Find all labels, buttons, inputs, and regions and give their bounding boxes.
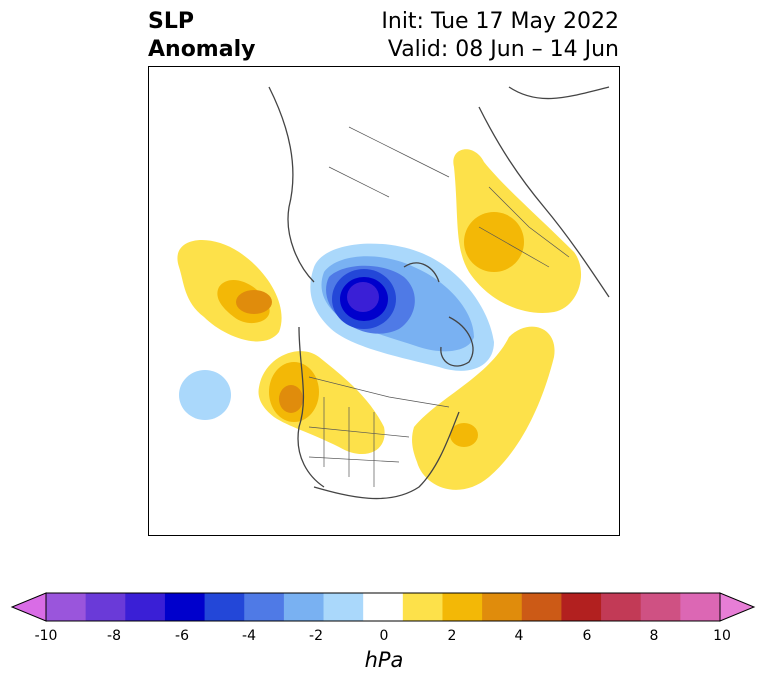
colorbar-bin (482, 593, 523, 621)
colorbar-tick-label: -6 (175, 628, 189, 644)
colorbar-outline (45, 592, 721, 622)
colorbar-tick-label: 4 (514, 628, 524, 644)
border (328, 166, 390, 198)
anomaly-contour-pacific (236, 290, 272, 314)
polar-stereographic-map (148, 66, 620, 536)
colorbar-bin (323, 593, 364, 621)
colorbar-extend-max (719, 592, 756, 622)
colorbar-unit: hPa (364, 648, 404, 672)
coastline (313, 411, 460, 500)
colorbar-bin (46, 593, 87, 621)
colorbar (10, 592, 756, 622)
anomaly-contour-west-coast (279, 385, 303, 413)
colorbar-tick-label: 8 (649, 628, 659, 644)
coastlines (268, 86, 610, 500)
colorbar-tick-label: -4 (242, 628, 256, 644)
coastline (403, 262, 440, 283)
coastline (297, 326, 325, 488)
colorbar-bin (640, 593, 681, 621)
colorbar-tick-label: 2 (447, 628, 457, 644)
colorbar-bin (363, 593, 404, 621)
border (348, 126, 450, 178)
title-variable-sub: Anomaly (148, 37, 256, 62)
valid-range: Valid: 08 Jun – 14 Jun (387, 37, 619, 62)
colorbar-bin (244, 593, 285, 621)
colorbar-tick-label: -8 (107, 628, 121, 644)
anomaly-contour-atlantic (450, 423, 478, 447)
colorbar-bin (442, 593, 483, 621)
map-title: SLP Anomaly (148, 8, 255, 64)
colorbar-tick-label: 10 (713, 628, 731, 644)
colorbar-bin (601, 593, 642, 621)
anomaly-map-svg (177, 86, 610, 500)
border (308, 376, 450, 408)
init-date: Init: Tue 17 May 2022 (381, 9, 619, 34)
political-borders (308, 126, 570, 487)
colorbar-tick-label: -2 (309, 628, 323, 644)
map-dates: Init: Tue 17 May 2022 Valid: 08 Jun – 14… (381, 8, 619, 64)
colorbar-bin (680, 593, 721, 621)
coastline (268, 86, 315, 283)
colorbar-tick-label: -10 (34, 628, 58, 644)
border (308, 456, 400, 463)
colorbar-bin (164, 593, 206, 621)
coastline (440, 316, 474, 367)
colorbar-extend-min (10, 592, 47, 622)
colorbar-bin (521, 593, 562, 621)
colorbar-bin (125, 593, 166, 621)
colorbar-tick-label: 0 (379, 628, 389, 644)
border (488, 186, 570, 258)
colorbar-bin (283, 593, 325, 621)
anomaly-contour-atlantic (412, 326, 555, 490)
anomaly-contour-arctic (347, 282, 379, 312)
colorbar-bin (204, 593, 245, 621)
colorbar-bin (402, 593, 443, 621)
negative-anomaly-shading (179, 243, 494, 420)
colorbar-tick-label: 6 (582, 628, 592, 644)
anomaly-contour-pacific-low (179, 370, 231, 420)
anomaly-contour-siberia (464, 212, 524, 272)
border (308, 426, 410, 438)
colorbar-bin (561, 593, 602, 621)
title-variable: SLP (148, 9, 194, 34)
border (478, 226, 550, 268)
coastline (508, 86, 610, 100)
coastline (478, 106, 610, 298)
colorbar-bin (85, 593, 126, 621)
